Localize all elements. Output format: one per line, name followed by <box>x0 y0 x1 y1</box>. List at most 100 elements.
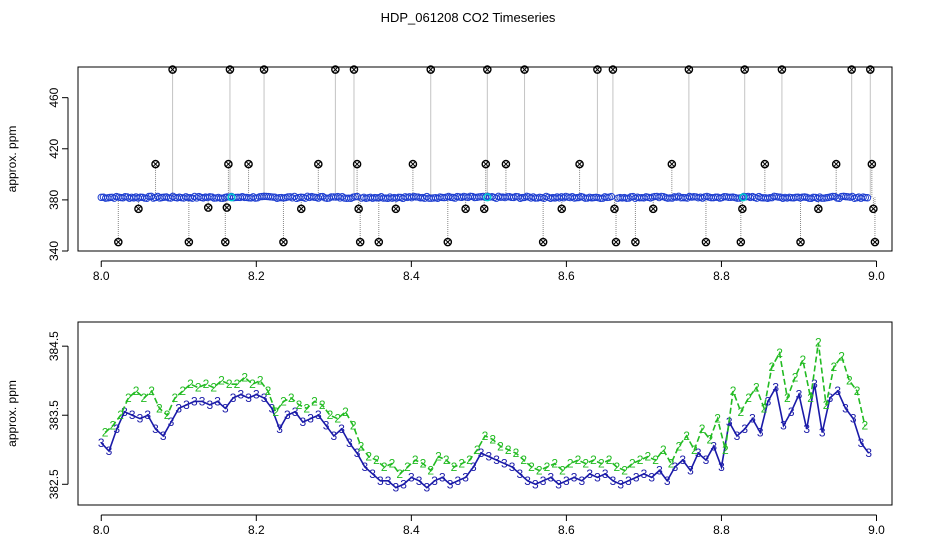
outlier-cross <box>245 161 252 167</box>
series-point: 2 <box>458 457 465 471</box>
outlier-point <box>701 237 711 247</box>
outlier-cross <box>445 239 451 245</box>
outlier-cross <box>152 161 159 167</box>
series-point: 2 <box>148 384 155 398</box>
outlier-point <box>557 204 567 214</box>
series-point: 2 <box>660 443 667 457</box>
outlier-point <box>314 159 323 169</box>
outlier-point <box>151 159 160 169</box>
series-point: 2 <box>598 457 605 471</box>
outlier-point <box>738 204 747 214</box>
series-point: 2 <box>854 384 861 398</box>
outlier-ring <box>740 65 750 74</box>
series-point: 2 <box>358 439 365 453</box>
series-point: 3 <box>524 474 531 488</box>
series-point: 3 <box>230 391 237 405</box>
series-point: 2 <box>110 419 117 433</box>
chart-title: HDP_061208 CO2 Timeseries <box>381 10 556 25</box>
outlier-cross <box>205 205 211 211</box>
x-tick-label: 8.2 <box>248 523 265 537</box>
series-point: 3 <box>323 419 330 433</box>
series-point: 2 <box>722 443 729 457</box>
outlier-ring <box>354 204 363 214</box>
outlier-ring <box>151 159 160 169</box>
series-point: 3 <box>144 408 151 422</box>
series-point: 3 <box>175 401 182 415</box>
series-point: 2 <box>505 443 512 457</box>
outlier-cross <box>481 206 487 212</box>
outlier-ring <box>760 159 770 169</box>
outlier-cross <box>594 67 600 73</box>
outlier-ring <box>610 204 619 214</box>
series-point: 2 <box>544 460 551 474</box>
outlier-ring <box>608 65 618 74</box>
series-point: 3 <box>734 429 741 443</box>
outlier-cross <box>135 206 142 212</box>
series-point: 3 <box>455 474 462 488</box>
plot-frame <box>77 321 893 506</box>
series-point: 3 <box>772 381 779 395</box>
series-point: 3 <box>517 467 524 481</box>
outlier-ring <box>461 204 470 214</box>
outlier-point <box>501 159 511 169</box>
series-point: 3 <box>315 408 322 422</box>
series-point: 2 <box>815 336 822 350</box>
series-point: 3 <box>129 408 136 422</box>
series-point: 2 <box>265 384 272 398</box>
outlier-point <box>184 237 194 247</box>
series-point: 3 <box>617 477 624 491</box>
outlier-ring <box>222 203 232 212</box>
series-point: 2 <box>218 374 225 388</box>
series-point: 2 <box>466 453 473 467</box>
outlier-ring <box>391 204 401 214</box>
outlier-ring <box>796 237 805 247</box>
highlight-point <box>227 193 236 202</box>
outlier-point <box>296 204 306 214</box>
outlier-point <box>608 65 618 74</box>
outlier-ring <box>557 204 567 214</box>
outlier-point <box>443 237 453 247</box>
outlier-point <box>593 65 602 74</box>
series-point: 2 <box>226 377 233 391</box>
outlier-ring <box>777 65 787 74</box>
outlier-cross <box>357 239 363 245</box>
outlier-cross <box>849 67 855 73</box>
outlier-ring <box>648 204 658 214</box>
series-point: 2 <box>117 408 124 422</box>
series-point: 3 <box>656 463 663 477</box>
series-point: 2 <box>637 453 644 467</box>
x-tick-label: 8.4 <box>403 269 420 283</box>
baseline-point <box>603 193 611 202</box>
series-point: 3 <box>741 422 748 436</box>
series-point: 3 <box>648 470 655 484</box>
y-tick-label: 420 <box>47 138 61 158</box>
series-point: 2 <box>389 457 396 471</box>
series-point: 2 <box>683 429 690 443</box>
series-point: 2 <box>334 412 341 426</box>
series-point: 3 <box>199 394 206 408</box>
x-tick-label: 9.0 <box>868 523 885 537</box>
outlier-cross <box>833 161 839 167</box>
series-point: 2 <box>342 405 349 419</box>
series-point: 2 <box>629 457 636 471</box>
outlier-cross <box>739 206 745 212</box>
outlier-cross <box>354 161 360 167</box>
outlier-point <box>134 204 143 214</box>
series-point: 3 <box>346 436 353 450</box>
series-point: 3 <box>664 474 671 488</box>
outlier-cross <box>613 239 619 245</box>
series-point: 2 <box>172 391 179 405</box>
series-point: 3 <box>191 394 198 408</box>
outlier-point <box>355 237 365 247</box>
series-point: 2 <box>567 457 574 471</box>
outlier-cross <box>762 161 768 167</box>
outlier-point <box>611 237 621 247</box>
series-point: 3 <box>687 463 694 477</box>
series-point: 2 <box>745 391 752 405</box>
y-axis-label: approx. ppm <box>5 380 19 447</box>
series-point: 2 <box>210 381 217 395</box>
outlier-point <box>736 237 746 247</box>
series-point: 3 <box>408 470 415 484</box>
outlier-point <box>244 159 253 169</box>
